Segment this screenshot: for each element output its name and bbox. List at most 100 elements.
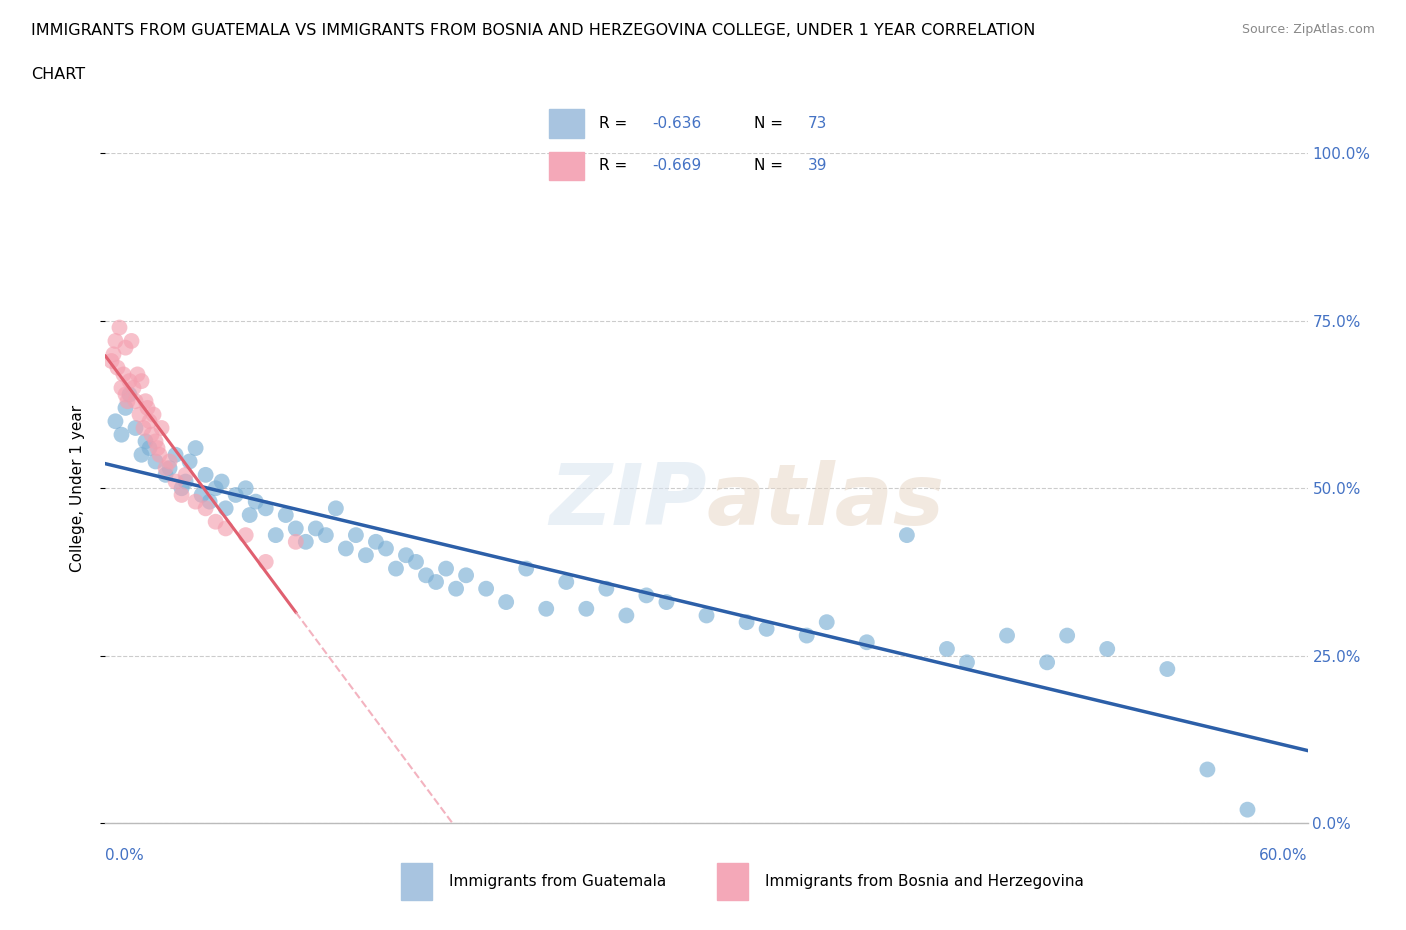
FancyBboxPatch shape — [717, 863, 748, 900]
Point — [204, 514, 226, 529]
Point — [956, 655, 979, 670]
Point — [159, 454, 181, 469]
Point — [214, 521, 236, 536]
Point — [475, 581, 498, 596]
Point — [1056, 628, 1078, 643]
Point — [284, 535, 307, 550]
Point — [118, 374, 141, 389]
Text: -0.636: -0.636 — [652, 116, 702, 131]
Point — [755, 621, 778, 636]
Point — [124, 420, 146, 435]
Text: IMMIGRANTS FROM GUATEMALA VS IMMIGRANTS FROM BOSNIA AND HERZEGOVINA COLLEGE, UND: IMMIGRANTS FROM GUATEMALA VS IMMIGRANTS … — [31, 23, 1035, 38]
Point — [235, 527, 257, 542]
Point — [239, 508, 262, 523]
Point — [225, 487, 247, 502]
Point — [136, 401, 159, 416]
Point — [636, 588, 658, 603]
Point — [155, 460, 177, 475]
FancyBboxPatch shape — [550, 152, 583, 180]
Point — [145, 434, 167, 449]
Text: 39: 39 — [807, 158, 827, 173]
Point — [141, 427, 163, 442]
Point — [284, 521, 307, 536]
Point — [405, 554, 427, 569]
Point — [103, 347, 125, 362]
Y-axis label: College, Under 1 year: College, Under 1 year — [70, 405, 84, 572]
Text: 0.0%: 0.0% — [105, 848, 145, 863]
Point — [170, 487, 193, 502]
Point — [142, 407, 165, 422]
Point — [170, 481, 193, 496]
Point — [444, 581, 467, 596]
Point — [184, 494, 207, 509]
Point — [395, 548, 418, 563]
Point — [211, 474, 233, 489]
Point — [132, 420, 155, 435]
Point — [159, 460, 181, 475]
Point — [179, 454, 201, 469]
Text: Immigrants from Guatemala: Immigrants from Guatemala — [449, 874, 666, 889]
Point — [735, 615, 758, 630]
Point — [374, 541, 398, 556]
Point — [124, 393, 146, 408]
Point — [315, 527, 337, 542]
Point — [108, 320, 131, 335]
Point — [264, 527, 287, 542]
Point — [274, 508, 297, 523]
Point — [575, 602, 598, 617]
Point — [354, 548, 377, 563]
Point — [415, 568, 437, 583]
Point — [1036, 655, 1059, 670]
Point — [150, 420, 173, 435]
Point — [1097, 642, 1119, 657]
Point — [174, 474, 197, 489]
Point — [344, 527, 367, 542]
Point — [174, 468, 197, 483]
Point — [135, 393, 157, 408]
Point — [138, 441, 160, 456]
Point — [434, 561, 457, 576]
Point — [104, 334, 127, 349]
Point — [515, 561, 537, 576]
FancyBboxPatch shape — [401, 863, 432, 900]
Point — [245, 494, 267, 509]
Point — [295, 535, 318, 550]
Point — [114, 340, 136, 355]
Point — [995, 628, 1018, 643]
Point — [110, 427, 132, 442]
Point — [112, 367, 135, 382]
Text: Source: ZipAtlas.com: Source: ZipAtlas.com — [1241, 23, 1375, 36]
Text: N =: N = — [755, 116, 789, 131]
Point — [696, 608, 718, 623]
Point — [204, 481, 226, 496]
Point — [425, 575, 447, 590]
Point — [335, 541, 357, 556]
Text: 60.0%: 60.0% — [1260, 848, 1308, 863]
Point — [1197, 762, 1219, 777]
Point — [385, 561, 408, 576]
Point — [815, 615, 838, 630]
Point — [555, 575, 578, 590]
Point — [855, 635, 877, 650]
Text: R =: R = — [599, 116, 631, 131]
Point — [194, 501, 217, 516]
Text: atlas: atlas — [707, 460, 945, 543]
Text: ZIP: ZIP — [548, 460, 707, 543]
Point — [305, 521, 328, 536]
Point — [616, 608, 638, 623]
Point — [146, 441, 169, 456]
Point — [595, 581, 617, 596]
Point — [100, 353, 122, 368]
Point — [138, 414, 160, 429]
Point — [655, 594, 678, 609]
Point — [131, 374, 153, 389]
Point — [127, 367, 149, 382]
Point — [107, 360, 129, 375]
Point — [235, 481, 257, 496]
Point — [128, 407, 150, 422]
Point — [796, 628, 818, 643]
Point — [325, 501, 347, 516]
Text: R =: R = — [599, 158, 631, 173]
Point — [122, 380, 145, 395]
Point — [110, 380, 132, 395]
